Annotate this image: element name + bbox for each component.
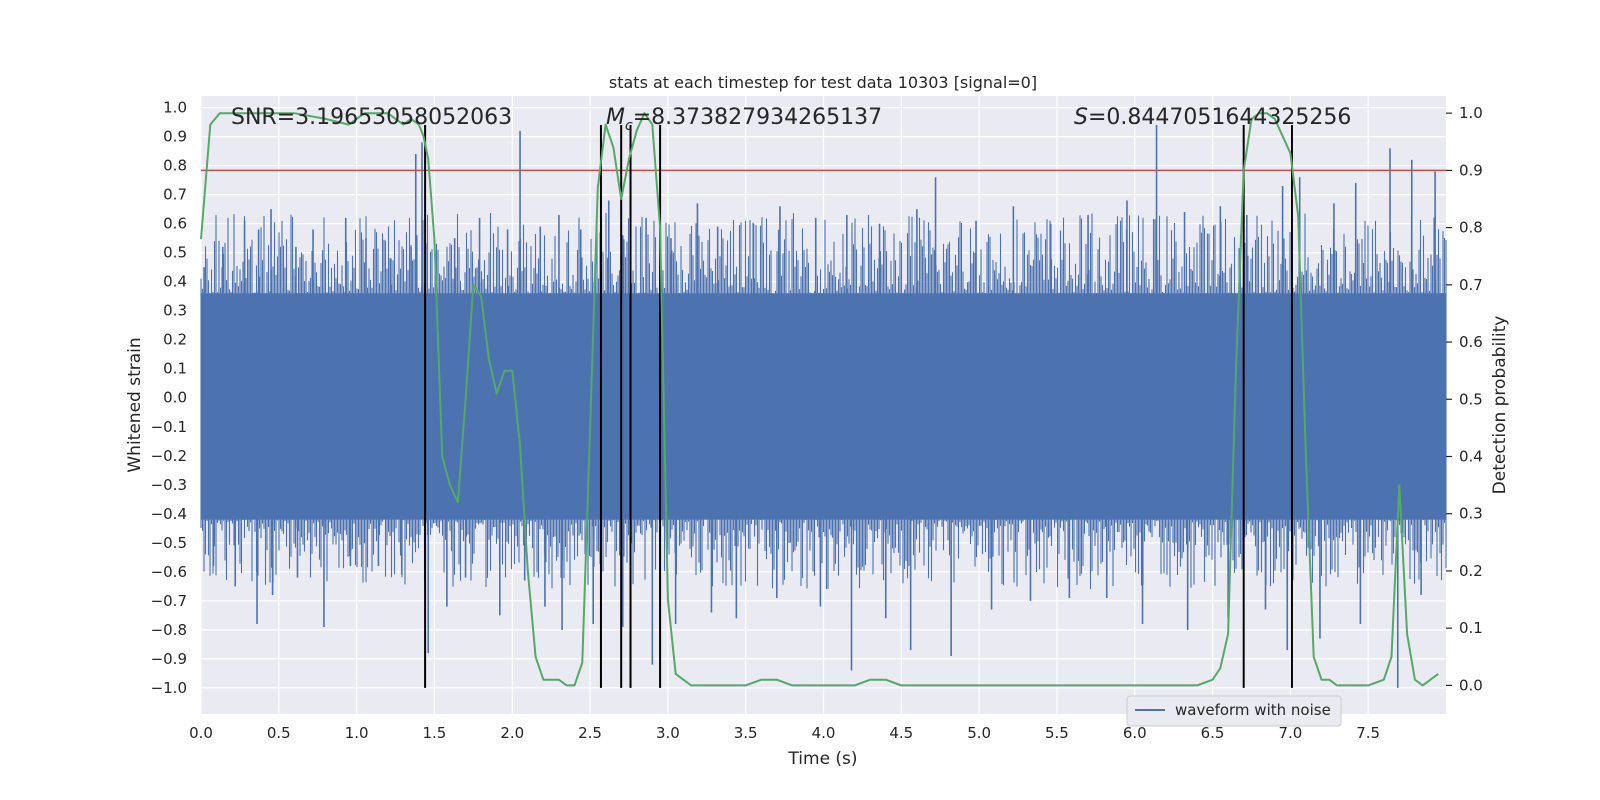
x-tick-label: 1.5 [423,724,447,742]
y-left-tick-label: −0.5 [151,534,187,552]
y-right-tick-labels: 1.0 0.9 0.8 0.7 0.6 0.5 0.4 0.3 0.2 0.1 0.0 [1446,104,1483,694]
y-left-tick-label: −0.4 [151,505,187,523]
x-tick-label: 3.0 [656,724,680,742]
x-tick-label: 5.5 [1045,724,1069,742]
y-right-tick-label: 0.2 [1459,562,1483,580]
x-tick-label: 4.0 [812,724,836,742]
y-left-tick-label: −0.7 [151,592,187,610]
legend-box [1126,695,1342,727]
x-tick-label: 1.0 [345,724,369,742]
y-left-tick-label: 0.4 [163,273,187,291]
chirp-mass-subscript: c [625,118,633,134]
y-right-tick-label: 0.0 [1459,676,1483,694]
s-annotation: S=0.8447051644325256 [1074,105,1351,130]
x-tick-label: 5.0 [967,724,991,742]
y-left-axis-title: Whitened strain [125,337,145,472]
y-left-tick-label: −0.1 [151,418,187,436]
s-symbol: S [1074,105,1088,130]
y-left-tick-label: 0.9 [163,128,187,146]
y-left-tick-label: 1.0 [163,99,187,117]
y-right-tick-label: 0.1 [1459,619,1483,637]
snr-annotation: SNR=3.19653058052063 [231,105,512,130]
y-left-tick-label: 0.6 [163,215,187,233]
s-value: =0.8447051644325256 [1088,105,1351,130]
y-left-tick-label: 0.3 [163,302,187,320]
x-tick-label: 0.5 [267,724,291,742]
chart-title: stats at each timestep for test data 103… [609,73,1037,92]
chirp-mass-annotation: Mc=8.373827934265137 [606,105,882,134]
detection-probability-series [200,112,1439,687]
x-tick-label: 6.5 [1201,724,1225,742]
legend-label: waveform with noise [1175,701,1331,719]
y-right-tick-label: 1.0 [1459,104,1483,122]
y-left-tick-label: 0.1 [163,360,187,378]
x-tick-label: 7.5 [1356,724,1380,742]
y-left-tick-label: 0.7 [163,186,187,204]
waveform-series [200,125,1447,688]
y-right-axis-title: Detection probability [1490,316,1510,495]
x-tick-label: 4.5 [889,724,913,742]
y-left-tick-label: 0.2 [163,331,187,349]
y-left-tick-label: −0.9 [151,650,187,668]
x-tick-label: 2.5 [578,724,602,742]
y-left-tick-labels: 1.0 0.9 0.8 0.7 0.6 0.5 0.4 0.3 0.2 0.1 0.0 −0.1 −0.… [151,99,187,697]
y-right-tick-label: 0.7 [1459,276,1483,294]
y-left-tick-label: −0.6 [151,563,187,581]
y-right-tick-label: 0.8 [1459,219,1483,237]
waveform-noise-trace [200,212,1447,590]
x-tick-label: 3.5 [734,724,758,742]
y-left-tick-label: 0.5 [163,244,187,262]
y-left-tick-label: 0.0 [163,389,187,407]
y-left-tick-label: 0.8 [163,157,187,175]
chirp-mass-symbol: M [606,105,625,130]
y-left-tick-label: −0.3 [151,476,187,494]
x-tick-labels: 0.0 0.5 1.0 1.5 2.0 2.5 3.0 3.5 4.0 4.5 5.0 5.5 6.0 6… [189,724,1380,742]
y-right-tick-label: 0.5 [1459,390,1483,408]
y-right-tick-label: 0.6 [1459,333,1483,351]
x-axis-title: Time (s) [787,749,857,769]
y-left-tick-label: −0.8 [151,621,187,639]
y-left-tick-label: −0.2 [151,447,187,465]
x-tick-label: 0.0 [189,724,213,742]
y-right-tick-label: 0.3 [1459,505,1483,523]
y-right-tick-label: 0.4 [1459,448,1483,466]
x-tick-label: 6.0 [1123,724,1147,742]
chirp-mass-value: =8.373827934265137 [633,105,882,130]
legend: waveform with noise [1126,695,1342,727]
x-tick-label: 7.0 [1278,724,1302,742]
y-left-tick-label: −1.0 [151,679,187,697]
y-right-tick-label: 0.9 [1459,161,1483,179]
detection-probability-line [200,112,1439,687]
x-tick-label: 2.0 [500,724,524,742]
